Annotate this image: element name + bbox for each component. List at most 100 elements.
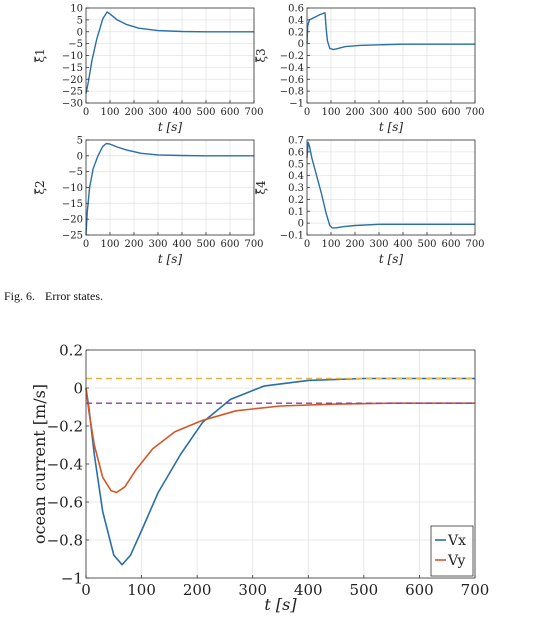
x-tick-label: 700 xyxy=(244,239,263,250)
y-tick-label: −25 xyxy=(62,231,83,242)
x-tick-label: 0 xyxy=(83,107,89,118)
y-tick-label: −0.2 xyxy=(47,417,83,435)
legend-box xyxy=(430,525,474,577)
y-tick-label: 0 xyxy=(298,39,304,50)
y-tick-label: −30 xyxy=(62,99,83,110)
x-tick-label: 200 xyxy=(345,107,364,118)
x-tick-label: 400 xyxy=(393,239,412,250)
x-tick-label: 400 xyxy=(393,107,412,118)
series-line xyxy=(306,12,475,51)
y-axis-label: ξ̃4 xyxy=(254,180,268,195)
x-tick-label: 300 xyxy=(148,239,167,250)
x-tick-label: 100 xyxy=(321,239,340,250)
x-tick-label: 700 xyxy=(461,581,490,599)
x-tick-label: 400 xyxy=(172,107,191,118)
x-tick-label: 300 xyxy=(148,107,167,118)
y-tick-label: −0.8 xyxy=(47,531,83,549)
y-tick-label: −15 xyxy=(62,63,83,74)
x-tick-label: 300 xyxy=(369,107,388,118)
series-vy xyxy=(85,387,475,494)
x-tick-label: 300 xyxy=(369,239,388,250)
y-tick-label: −0.1 xyxy=(280,231,304,242)
x-tick-label: 500 xyxy=(196,107,215,118)
x-tick-label: 0 xyxy=(81,581,91,599)
y-tick-label: 0 xyxy=(77,151,83,162)
y-tick-label: 10 xyxy=(70,4,83,15)
x-tick-label: 500 xyxy=(350,581,379,599)
y-axis-label: ocean current [m/s] xyxy=(30,384,49,544)
series-line xyxy=(85,142,254,236)
y-tick-label: 0.7 xyxy=(288,136,304,147)
x-tick-label: 700 xyxy=(244,107,263,118)
chart-3: 0 100 200 300 400 500 600 700 −25 −20 −15 −10 −5 0 5 t … xyxy=(33,136,264,267)
x-tick-label: 600 xyxy=(441,107,460,118)
y-tick-label: 0.4 xyxy=(288,15,304,26)
caption-label: Fig. 6. xyxy=(4,289,36,303)
y-tick-label: −15 xyxy=(62,199,83,210)
x-tick-label: 700 xyxy=(465,239,484,250)
y-tick-label: 0 xyxy=(77,27,83,38)
y-tick-label: 0 xyxy=(298,219,304,230)
x-tick-label: 300 xyxy=(238,581,267,599)
y-tick-label: −0.8 xyxy=(280,87,304,98)
chart-1: 0 100 200 300 400 500 600 700−30−25−20−15−10−50… xyxy=(33,4,264,135)
x-tick-label: 600 xyxy=(405,581,434,599)
x-axis-label: t [s] xyxy=(379,120,403,134)
x-tick-label: 700 xyxy=(465,107,484,118)
series-line xyxy=(306,141,475,229)
y-tick-label: −25 xyxy=(62,87,83,98)
x-tick-label: 400 xyxy=(172,239,191,250)
y-tick-label: 0.2 xyxy=(288,195,304,206)
y-tick-label: 0.4 xyxy=(288,171,304,182)
x-tick-label: 0 xyxy=(304,107,310,118)
y-tick-label: −20 xyxy=(62,75,83,86)
chart-2: 0 100 200 300 400 500 600 700 −1−0.8−0.6−0.4−0.2… xyxy=(254,4,485,135)
x-tick-label: 600 xyxy=(441,239,460,250)
y-tick-label: 0.6 xyxy=(288,4,304,15)
figure-caption: Fig. 6. Error states. xyxy=(4,289,103,304)
y-tick-label: −10 xyxy=(62,51,83,62)
y-tick-label: 0.2 xyxy=(288,27,304,38)
series-line xyxy=(85,11,254,94)
y-tick-label: −0.4 xyxy=(47,455,83,473)
y-tick-label: 0 xyxy=(73,379,83,397)
y-tick-label: 0.2 xyxy=(59,341,83,359)
y-axis-label: ξ̃2 xyxy=(33,180,47,194)
chart-4: 0 100 200 300 400 500 600 700−0.100.10.20.30.40… xyxy=(254,136,485,267)
x-tick-label: 200 xyxy=(183,581,212,599)
y-tick-label: −10 xyxy=(62,183,83,194)
y-tick-label: −0.6 xyxy=(47,493,83,511)
x-tick-label: 100 xyxy=(100,107,119,118)
y-tick-label: 5 xyxy=(77,136,83,147)
y-tick-label: 0.3 xyxy=(288,183,304,194)
x-tick-label: 600 xyxy=(220,239,239,250)
caption-text: Error states. xyxy=(45,289,103,303)
y-tick-label: 0.5 xyxy=(288,159,304,170)
x-axis-label: t [s] xyxy=(158,120,182,134)
x-tick-label: 0 xyxy=(304,239,310,250)
x-tick-label: 100 xyxy=(127,581,156,599)
y-axis-label: ξ̃3 xyxy=(254,48,268,62)
y-tick-label: −0.2 xyxy=(280,51,304,62)
x-tick-label: 500 xyxy=(196,239,215,250)
x-tick-label: 400 xyxy=(294,581,323,599)
x-tick-label: 200 xyxy=(345,239,364,250)
y-tick-label: −0.4 xyxy=(280,63,304,74)
y-axis-label: ξ̃1 xyxy=(33,48,47,62)
y-tick-label: −5 xyxy=(68,39,83,50)
y-tick-label: −1 xyxy=(61,569,83,587)
chart-5: 0 100 200 300 400 500 600 700 −1 −0.8 −0.6 −0.4 −0.2… xyxy=(30,341,489,614)
series-vx xyxy=(85,377,475,566)
x-axis-label: t [s] xyxy=(264,595,297,614)
y-tick-label: 0.6 xyxy=(288,147,304,158)
x-tick-label: 200 xyxy=(124,107,143,118)
x-tick-label: 200 xyxy=(124,239,143,250)
x-tick-label: 500 xyxy=(417,239,436,250)
x-tick-label: 100 xyxy=(321,107,340,118)
legend-label-vx: Vx xyxy=(447,533,466,549)
x-axis-label: t [s] xyxy=(379,252,403,266)
x-axis-label: t [s] xyxy=(158,252,182,266)
y-tick-label: 5 xyxy=(77,15,83,26)
y-tick-label: −1 xyxy=(289,99,304,110)
